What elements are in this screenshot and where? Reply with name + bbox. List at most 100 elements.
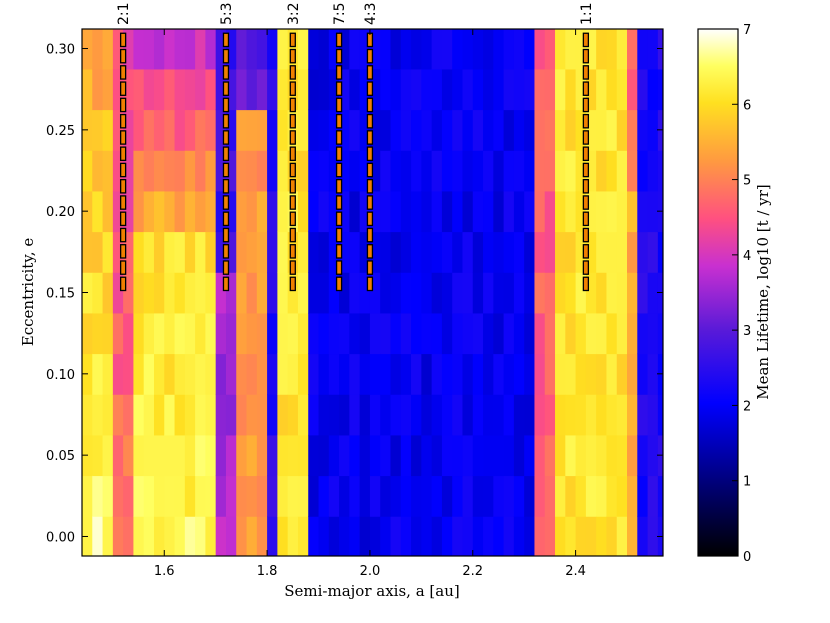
heatmap-cell	[318, 190, 330, 233]
heatmap-cell	[441, 150, 453, 192]
y-tick-label: 0.00	[46, 530, 75, 545]
heatmap-cell	[400, 434, 412, 477]
heatmap-cell	[349, 394, 361, 436]
heatmap-cell	[565, 312, 577, 355]
heatmap-cell	[318, 68, 330, 111]
heatmap-cell	[503, 109, 515, 151]
resonance-marker	[119, 162, 127, 178]
heatmap-cell	[328, 150, 340, 192]
heatmap-cell	[164, 434, 176, 477]
heatmap-cell	[575, 150, 587, 192]
heatmap-cell	[195, 190, 206, 233]
heatmap-cell	[359, 150, 371, 192]
heatmap-cell	[174, 272, 186, 314]
colorbar-tick-label: 3	[743, 324, 751, 339]
heatmap-cell	[565, 353, 577, 395]
heatmap-cell	[657, 150, 663, 192]
heatmap-cell	[421, 231, 433, 273]
heatmap-cell	[585, 434, 597, 477]
heatmap-cell	[133, 312, 145, 355]
heatmap-cell	[390, 434, 402, 477]
heatmap-cell	[236, 312, 248, 355]
heatmap-cell	[143, 475, 155, 517]
heatmap-cell	[627, 272, 638, 314]
heatmap-cell	[606, 312, 618, 355]
heatmap-cell	[534, 475, 546, 517]
heatmap-cell	[349, 312, 361, 355]
heatmap-cell	[472, 272, 484, 314]
heatmap-cell	[349, 68, 361, 111]
heatmap-cell	[256, 272, 268, 314]
heatmap-cell	[359, 353, 371, 395]
resonance-marker	[366, 178, 374, 194]
heatmap-cell	[380, 68, 392, 111]
y-tick-label: 0.25	[46, 124, 75, 139]
heatmap-cell	[472, 434, 484, 477]
heatmap-cell	[503, 516, 515, 556]
heatmap-cell	[339, 475, 350, 517]
heatmap-cell	[246, 434, 258, 477]
resonance-marker	[222, 260, 230, 275]
resonance-marker	[582, 227, 590, 243]
resonance-marker	[366, 195, 374, 210]
heatmap-cell	[441, 68, 453, 111]
heatmap-cell	[205, 516, 217, 556]
resonance-marker	[289, 227, 296, 243]
heatmap-cell	[647, 272, 659, 314]
heatmap-cell	[225, 190, 237, 233]
heatmap-cell	[431, 516, 443, 556]
resonance-marker	[582, 81, 590, 96]
heatmap-cell	[534, 109, 546, 151]
resonance-marker	[582, 276, 590, 292]
heatmap-cell	[328, 68, 340, 111]
heatmap-cell	[483, 109, 494, 151]
heatmap-cell	[308, 475, 320, 517]
heatmap-cell	[267, 150, 278, 192]
heatmap-cell	[544, 29, 556, 70]
heatmap-cell	[369, 109, 381, 151]
heatmap-cell	[174, 68, 186, 111]
heatmap-cell	[431, 394, 443, 436]
resonance-marker	[289, 32, 296, 48]
heatmap-cell	[359, 434, 371, 477]
heatmap-cell	[143, 312, 155, 355]
heatmap-cell	[637, 475, 649, 517]
heatmap-cell	[575, 231, 587, 273]
resonance-markers	[119, 32, 590, 292]
heatmap-cell	[215, 434, 227, 477]
heatmap-cell	[184, 29, 196, 70]
heatmap-cell	[606, 29, 618, 70]
heatmap-cell	[153, 516, 165, 556]
resonance-marker	[222, 113, 230, 129]
heatmap-cell	[400, 190, 412, 233]
resonance-label: 7:5	[332, 2, 348, 25]
heatmap-cell	[637, 394, 649, 436]
y-tick-label: 0.05	[46, 449, 75, 464]
heatmap-cell	[513, 434, 525, 477]
heatmap-cell	[565, 109, 577, 151]
heatmap-cell	[112, 231, 124, 273]
heatmap-cell	[575, 272, 587, 314]
heatmap-cell	[225, 68, 237, 111]
heatmap-cell	[339, 516, 350, 556]
heatmap-cell	[287, 475, 299, 517]
heatmap-cell	[606, 353, 618, 395]
resonance-marker	[119, 276, 127, 292]
x-tick-label: 2.2	[462, 564, 483, 579]
heatmap-cell	[596, 394, 608, 436]
resonance-marker	[222, 178, 230, 194]
heatmap-cell	[369, 475, 381, 517]
heatmap-cell	[92, 231, 104, 273]
heatmap-cell	[596, 150, 608, 192]
heatmap-cell	[524, 312, 536, 355]
heatmap-cell	[513, 190, 525, 233]
heatmap-cell	[256, 68, 268, 111]
heatmap-cell	[472, 394, 484, 436]
resonance-marker	[582, 162, 590, 178]
heatmap-cell	[225, 312, 237, 355]
heatmap-cell	[164, 190, 176, 233]
heatmap-cell	[308, 231, 320, 273]
heatmap-cell	[390, 516, 402, 556]
heatmap-cell	[555, 272, 566, 314]
heatmap-cell	[637, 312, 649, 355]
